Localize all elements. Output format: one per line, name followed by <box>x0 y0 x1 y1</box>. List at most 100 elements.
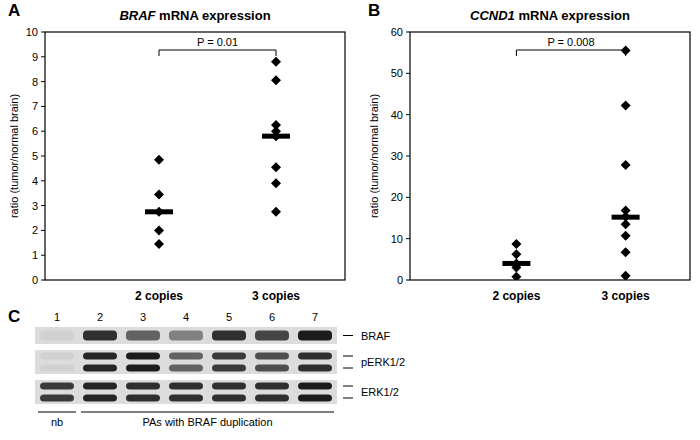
data-point <box>511 249 521 259</box>
group-label: nb <box>51 416 63 428</box>
band-part <box>83 330 117 340</box>
y-tick <box>41 280 45 281</box>
band-part <box>298 364 332 371</box>
lane-number: 4 <box>183 311 189 323</box>
data-point <box>154 225 164 235</box>
data-point <box>511 239 521 249</box>
plot-frame <box>45 32 345 280</box>
lane-number: 1 <box>54 311 60 323</box>
band-marker <box>343 386 353 387</box>
band-part <box>126 364 160 371</box>
band-marker <box>343 398 353 399</box>
significance-bracket <box>516 50 625 56</box>
band-part <box>40 330 74 340</box>
band-part <box>255 364 289 371</box>
y-tick <box>41 131 45 132</box>
band-part <box>255 382 289 389</box>
band-part <box>126 394 160 401</box>
band-part <box>298 394 332 401</box>
y-tick-label: 9 <box>32 51 38 63</box>
band-part <box>83 364 117 371</box>
band-part <box>169 364 203 371</box>
y-tick <box>41 230 45 231</box>
title-part: mRNA expression <box>515 8 630 23</box>
row-label: pERK1/2 <box>361 356 405 368</box>
band <box>83 330 117 340</box>
band-part <box>298 352 332 359</box>
band <box>298 330 332 340</box>
row-label: ERK1/2 <box>361 386 399 398</box>
y-tick-label: 5 <box>32 150 38 162</box>
panel: BCCND1 mRNA expression0102030405060ratio… <box>368 1 690 303</box>
title-part: BRAF <box>119 8 156 23</box>
x-tick-label: 2 copies <box>135 289 183 303</box>
y-tick-label: 0 <box>32 274 38 286</box>
y-tick-label: 1 <box>32 249 38 261</box>
y-tick-label: 7 <box>32 100 38 112</box>
y-tick <box>406 73 410 74</box>
lane-number: 2 <box>97 311 103 323</box>
band-marker <box>343 335 353 336</box>
y-tick <box>41 32 45 33</box>
group-line <box>38 412 76 413</box>
panel-label: C <box>8 307 20 326</box>
y-tick-label: 40 <box>391 109 403 121</box>
y-tick <box>406 114 410 115</box>
y-tick <box>41 106 45 107</box>
y-tick <box>406 32 410 33</box>
figure: ABRAF mRNA expression012345678910ratio (… <box>0 0 700 440</box>
band-part <box>212 394 246 401</box>
band <box>83 382 117 401</box>
y-tick-label: 10 <box>26 26 38 38</box>
band-part <box>212 330 246 340</box>
band-part <box>169 352 203 359</box>
band-part <box>212 352 246 359</box>
data-point <box>154 189 164 199</box>
panel: ABRAF mRNA expression012345678910ratio (… <box>8 1 345 303</box>
data-point <box>621 271 631 280</box>
band <box>298 352 332 371</box>
band <box>169 330 203 340</box>
y-tick-label: 6 <box>32 125 38 137</box>
blot-strip <box>35 380 337 404</box>
band-part <box>212 382 246 389</box>
band-marker <box>343 356 353 357</box>
title: CCND1 mRNA expression <box>470 8 630 23</box>
x-tick-label: 2 copies <box>492 289 540 303</box>
title: BRAF mRNA expression <box>119 8 270 23</box>
band <box>40 352 74 371</box>
group-label: PAs with BRAF duplication <box>142 416 272 428</box>
band <box>83 352 117 371</box>
data-group <box>145 57 290 249</box>
lane-number: 5 <box>226 311 232 323</box>
row-label: BRAF <box>361 330 391 342</box>
band-part <box>40 382 74 389</box>
band-part <box>126 330 160 340</box>
plot-frame <box>410 32 690 280</box>
band-part <box>255 394 289 401</box>
band <box>212 352 246 371</box>
y-tick-label: 60 <box>391 26 403 38</box>
band <box>40 330 74 340</box>
band <box>40 382 74 401</box>
band-part <box>40 352 74 359</box>
y-axis-label: ratio (tumor/normal brain) <box>8 94 20 218</box>
p-value: P = 0.01 <box>197 36 238 48</box>
x-tick-label: 3 copies <box>252 289 300 303</box>
band <box>126 382 160 401</box>
y-tick <box>41 156 45 157</box>
band-marker <box>343 368 353 369</box>
band-part <box>255 352 289 359</box>
y-tick-label: 10 <box>391 233 403 245</box>
y-tick <box>41 81 45 82</box>
panel-label: B <box>368 1 380 20</box>
data-point <box>621 160 631 170</box>
group-line <box>81 412 334 413</box>
band-part <box>169 394 203 401</box>
y-tick <box>406 280 410 281</box>
y-tick <box>41 180 45 181</box>
data-point <box>271 207 281 217</box>
band <box>255 330 289 340</box>
y-tick-label: 0 <box>397 274 403 286</box>
lane-number: 7 <box>312 311 318 323</box>
